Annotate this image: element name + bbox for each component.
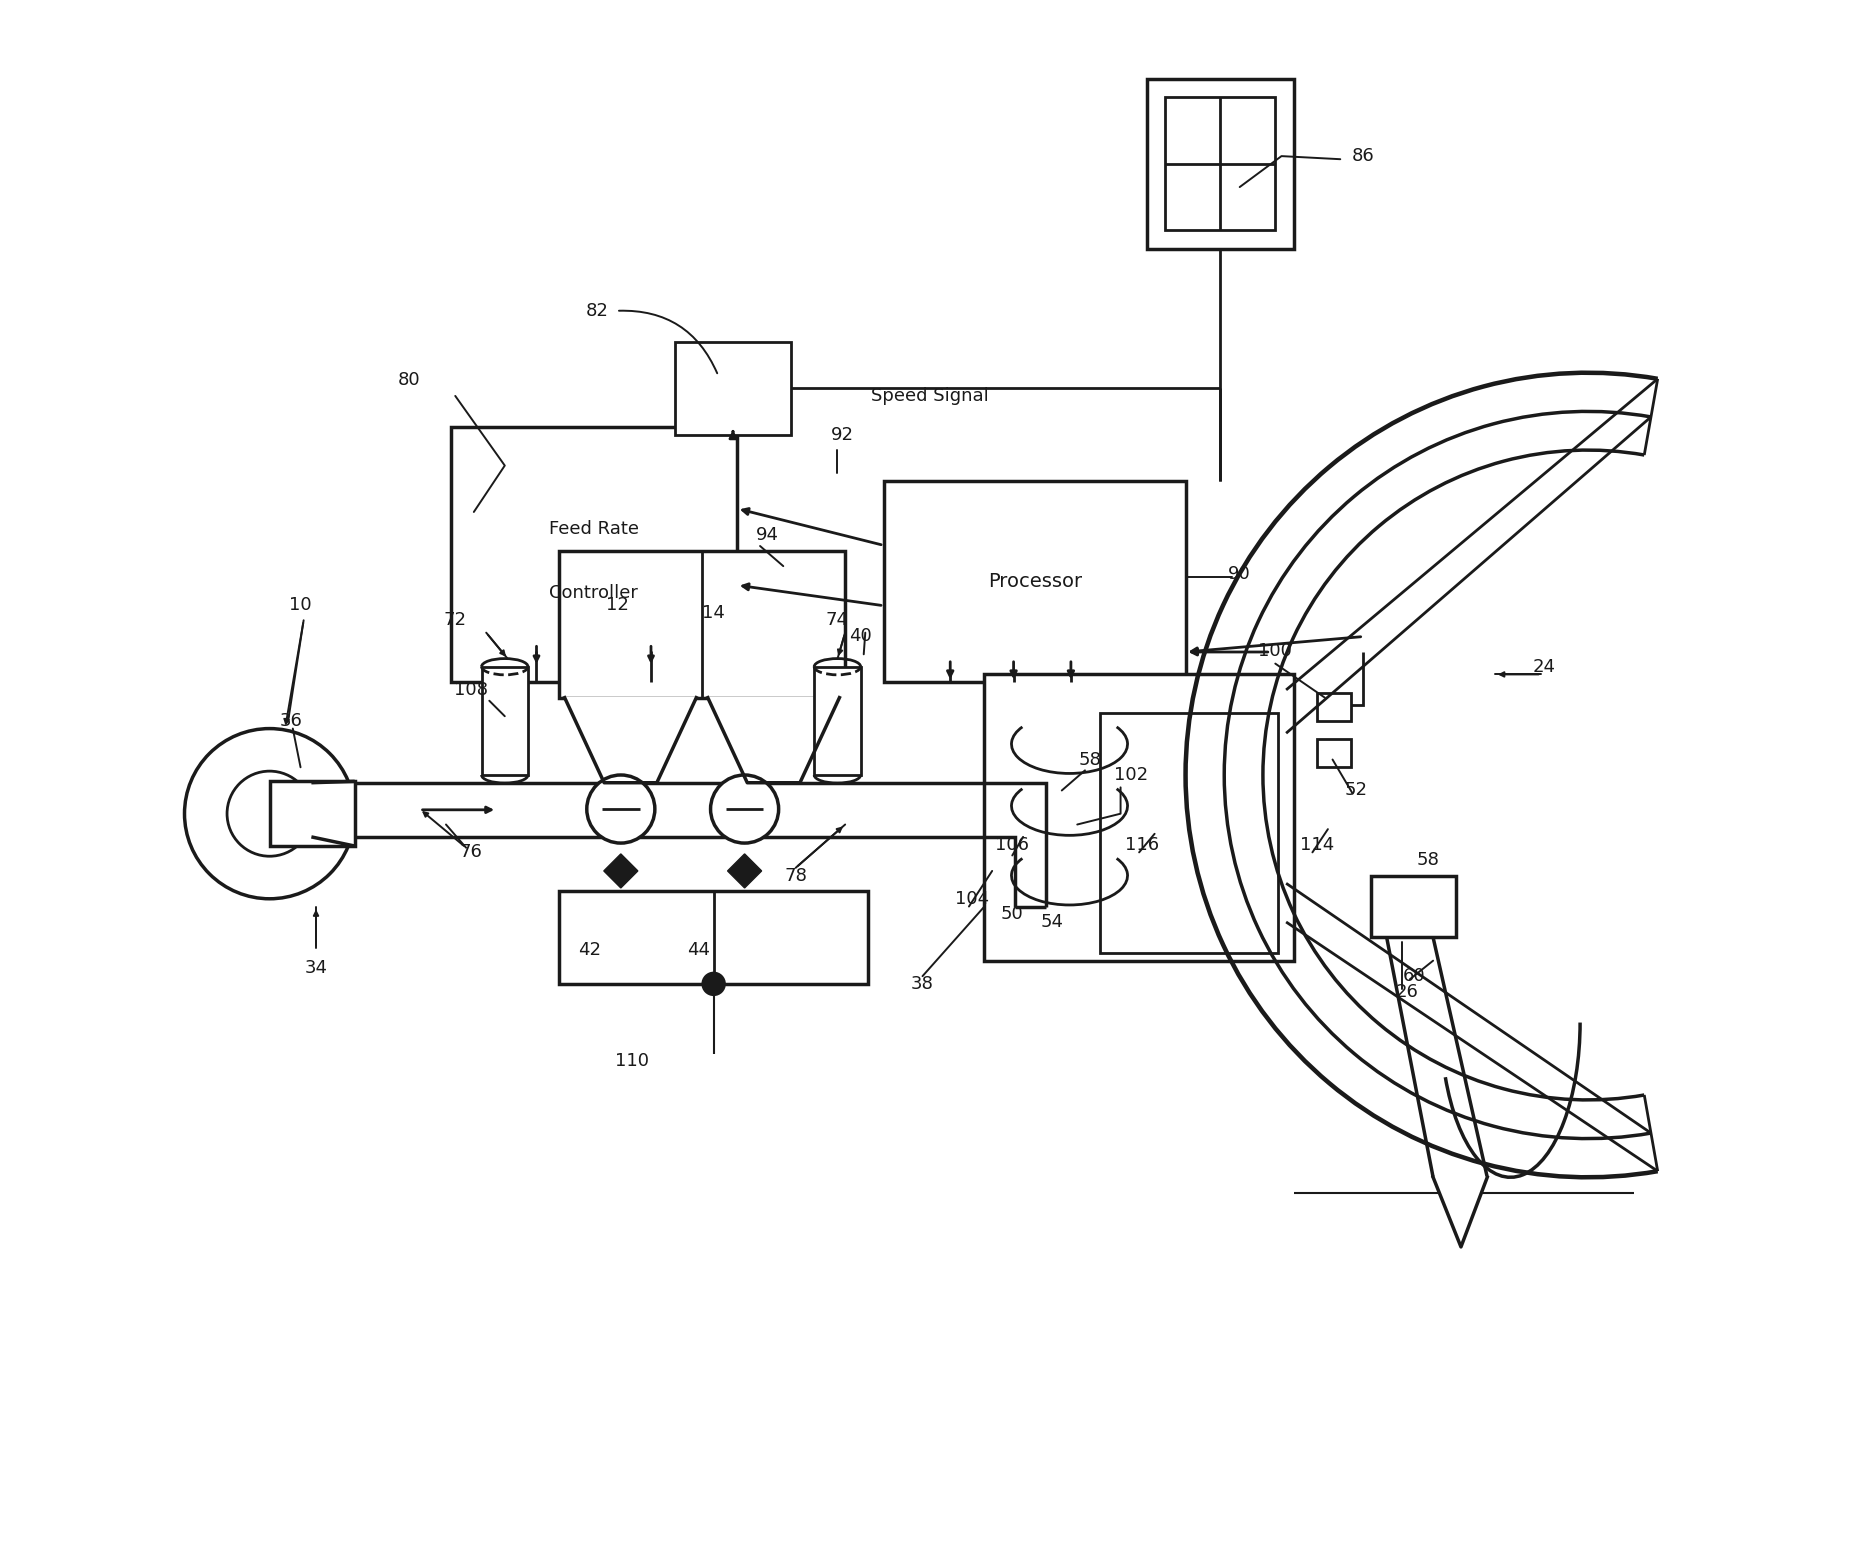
Polygon shape — [604, 854, 638, 888]
Bar — [482, 666, 527, 775]
Bar — [1165, 98, 1276, 231]
Text: 50: 50 — [1002, 905, 1024, 924]
Text: 102: 102 — [1114, 766, 1148, 784]
Text: 100: 100 — [1259, 642, 1293, 660]
Text: 42: 42 — [578, 941, 602, 959]
Text: 58: 58 — [1416, 851, 1441, 870]
Text: 52: 52 — [1345, 781, 1368, 800]
Text: 36: 36 — [280, 711, 302, 730]
Text: 14: 14 — [702, 603, 726, 622]
Bar — [814, 666, 861, 775]
Text: 40: 40 — [850, 626, 872, 645]
Circle shape — [704, 973, 724, 995]
Bar — [559, 550, 846, 698]
Polygon shape — [728, 854, 762, 888]
Text: 12: 12 — [606, 595, 628, 614]
Text: 110: 110 — [615, 1052, 649, 1070]
Polygon shape — [1433, 1178, 1488, 1246]
Circle shape — [184, 728, 355, 899]
Text: 80: 80 — [398, 372, 420, 389]
Polygon shape — [565, 698, 696, 783]
Text: 94: 94 — [756, 525, 779, 544]
Circle shape — [587, 775, 655, 843]
Text: 114: 114 — [1300, 835, 1334, 854]
Text: 60: 60 — [1403, 967, 1426, 986]
Bar — [1317, 739, 1351, 767]
Text: 82: 82 — [585, 302, 610, 319]
Text: 54: 54 — [1041, 913, 1064, 932]
Text: 76: 76 — [460, 843, 482, 862]
Bar — [559, 891, 869, 984]
Bar — [450, 426, 737, 682]
Text: 78: 78 — [784, 866, 807, 885]
Text: 72: 72 — [445, 611, 467, 629]
Text: 44: 44 — [687, 941, 709, 959]
Bar — [1317, 693, 1351, 721]
Bar — [675, 343, 792, 434]
Bar — [1371, 876, 1456, 938]
Circle shape — [227, 772, 311, 856]
Text: 34: 34 — [304, 959, 328, 978]
Bar — [985, 674, 1294, 961]
Bar — [1146, 79, 1294, 250]
Text: 86: 86 — [1353, 147, 1375, 166]
Text: 26: 26 — [1396, 983, 1418, 1001]
Text: Feed Rate: Feed Rate — [550, 519, 638, 538]
Text: Processor: Processor — [987, 572, 1082, 591]
Bar — [884, 480, 1186, 682]
Text: 10: 10 — [289, 595, 311, 614]
Text: 58: 58 — [1079, 750, 1101, 769]
Text: 106: 106 — [996, 835, 1030, 854]
Text: 74: 74 — [825, 611, 850, 629]
Text: 108: 108 — [454, 680, 488, 699]
Bar — [270, 781, 355, 846]
Text: Controller: Controller — [550, 584, 638, 601]
Text: Speed Signal: Speed Signal — [870, 388, 989, 405]
Text: 104: 104 — [955, 890, 989, 908]
Circle shape — [711, 775, 779, 843]
Text: 116: 116 — [1126, 835, 1159, 854]
Bar — [1101, 713, 1278, 953]
Text: 92: 92 — [831, 426, 854, 443]
Text: 38: 38 — [912, 975, 934, 994]
Text: 90: 90 — [1229, 564, 1251, 583]
Text: 24: 24 — [1533, 657, 1555, 676]
Polygon shape — [707, 698, 839, 783]
